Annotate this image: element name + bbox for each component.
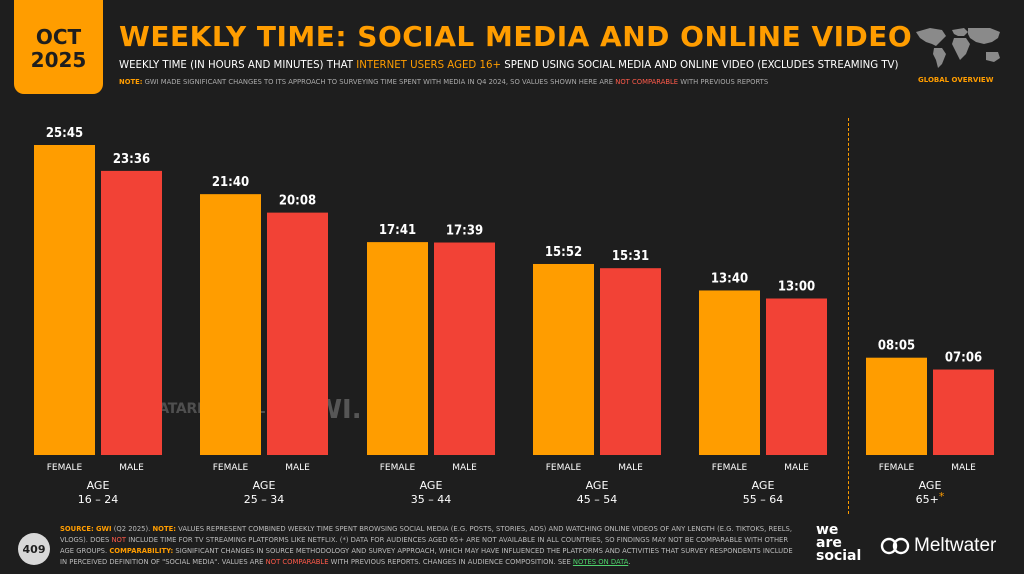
category-label-line2: 25 – 34	[244, 493, 285, 506]
category-label-line1: AGE	[586, 479, 609, 492]
meltwater-icon	[880, 537, 910, 555]
bar-female	[34, 145, 95, 455]
page-number: 409	[18, 533, 50, 565]
data-label: 13:40	[711, 271, 748, 286]
badge-year: 2025	[30, 48, 87, 72]
category-label-line1: AGE	[919, 479, 942, 492]
series-label: MALE	[951, 463, 976, 473]
global-overview-label: GLOBAL OVERVIEW	[918, 76, 994, 84]
bar-female	[533, 263, 594, 455]
data-label: 15:31	[612, 249, 649, 264]
bar-male	[766, 298, 827, 455]
category-label-line1: AGE	[752, 479, 775, 492]
series-label: FEMALE	[380, 463, 416, 473]
data-label: 17:39	[446, 224, 483, 239]
series-label: FEMALE	[712, 463, 748, 473]
header-note-label: NOTE:	[119, 78, 143, 86]
page-title: WEEKLY TIME: SOCIAL MEDIA AND ONLINE VID…	[119, 20, 913, 53]
footer-comp-text2: WITH PREVIOUS REPORTS. CHANGES IN AUDIEN…	[328, 558, 573, 566]
category-label-line1: AGE	[87, 479, 110, 492]
notes-on-data-link[interactable]: NOTES ON DATA	[572, 558, 629, 566]
footer-comp-label: COMPARABILITY:	[109, 547, 174, 555]
series-label: MALE	[452, 463, 477, 473]
data-label: 15:52	[545, 245, 582, 260]
bar-male	[933, 369, 994, 455]
category-label-line2: 65+*	[916, 490, 945, 506]
data-label: 21:40	[212, 175, 249, 190]
bar-male	[101, 170, 162, 456]
data-label: 23:36	[113, 152, 150, 167]
header-note-highlight: NOT COMPARABLE	[615, 78, 679, 86]
series-label: FEMALE	[213, 463, 249, 473]
data-label: 20:08	[279, 194, 316, 209]
data-label: 07:06	[945, 351, 982, 366]
bar-female	[699, 290, 760, 455]
footer-comp-not: NOT COMPARABLE	[265, 558, 329, 566]
world-map-icon	[916, 28, 1000, 68]
footer-note-not: NOT	[111, 536, 127, 544]
series-label: FEMALE	[546, 463, 582, 473]
footer-comp-text: SIGNIFICANT CHANGES IN SOURCE METHODOLOG…	[60, 547, 793, 566]
data-label: 25:45	[46, 126, 83, 141]
footer-note-text: VALUES REPRESENT COMBINED WEEKLY TIME SP…	[60, 525, 793, 544]
series-label: MALE	[784, 463, 809, 473]
bar-female	[866, 357, 927, 455]
meltwater-logo: Meltwater	[880, 535, 996, 557]
bar-female	[367, 242, 428, 455]
date-badge: OCT 2025	[14, 0, 103, 94]
footer-source-label: SOURCE:	[60, 525, 94, 533]
category-label-line1: AGE	[420, 479, 443, 492]
data-label: 13:00	[778, 279, 815, 294]
we-are-social-logo: we are social	[816, 522, 862, 564]
category-label-line2: 55 – 64	[743, 493, 784, 506]
data-label: 17:41	[379, 223, 416, 238]
category-label-line2: 45 – 54	[577, 493, 618, 506]
subtitle-highlight: INTERNET USERS AGED 16+	[356, 60, 501, 71]
header-note: NOTE: GWI MADE SIGNIFICANT CHANGES TO IT…	[119, 78, 768, 86]
footer-source-gwi: GWI	[95, 525, 112, 533]
meltwater-text: Meltwater	[914, 535, 997, 556]
subtitle: WEEKLY TIME (IN HOURS AND MINUTES) THAT …	[119, 60, 899, 71]
badge-month: OCT	[35, 25, 82, 49]
header-note-post: WITH PREVIOUS REPORTS	[678, 78, 769, 86]
category-label-line2: 16 – 24	[78, 493, 119, 506]
footer-note-label: NOTE:	[152, 525, 176, 533]
series-label: MALE	[119, 463, 144, 473]
subtitle-post: SPEND USING SOCIAL MEDIA AND ONLINE VIDE…	[501, 60, 899, 71]
footer-note-text2: INCLUDE TIME FOR TV STREAMING PLATFORMS …	[60, 536, 789, 555]
bar-male	[434, 242, 495, 455]
bar-male	[600, 268, 661, 455]
footer-notes: SOURCE: GWI (Q2 2025). NOTE: VALUES REPR…	[60, 524, 800, 568]
subtitle-pre: WEEKLY TIME (IN HOURS AND MINUTES) THAT	[119, 60, 357, 71]
bar-male	[267, 212, 328, 455]
footer-end: .	[628, 558, 631, 566]
group-divider	[848, 118, 849, 514]
data-label: 08:05	[878, 339, 915, 354]
series-label: FEMALE	[47, 463, 83, 473]
footer-source-text: (Q2 2025).	[111, 525, 153, 533]
series-label: FEMALE	[879, 463, 915, 473]
category-label-line1: AGE	[253, 479, 276, 492]
series-label: MALE	[285, 463, 310, 473]
category-label-line2: 35 – 44	[411, 493, 452, 506]
bar-female	[200, 194, 261, 456]
series-label: MALE	[618, 463, 643, 473]
header-note-text: GWI MADE SIGNIFICANT CHANGES TO ITS APPR…	[142, 78, 616, 86]
